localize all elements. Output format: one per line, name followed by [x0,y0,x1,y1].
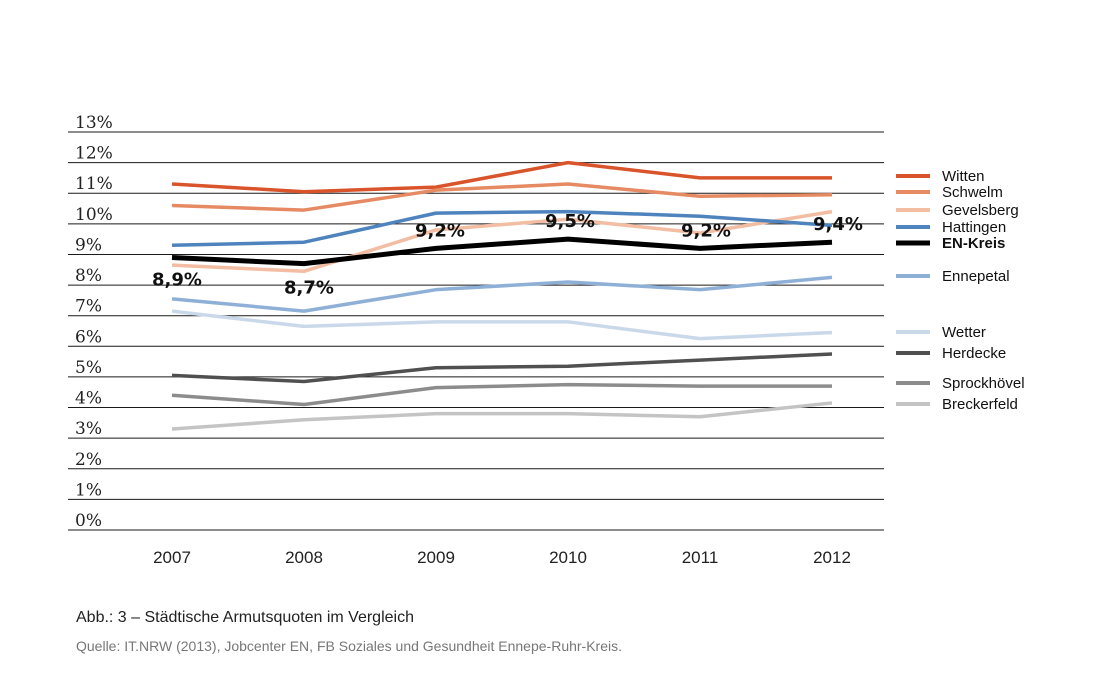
x-tick-label: 2007 [153,548,191,567]
data-label: 9,2% [681,220,731,241]
x-tick-label: 2012 [813,548,851,567]
series-line-breckerfeld [171,401,833,431]
legend-label-breckerfeld: Breckerfeld [942,396,1018,413]
y-tick-label: 3% [75,419,102,439]
series-line-gevelsberg [171,209,833,274]
series-line-wetter [171,309,833,341]
legend-label-ennepetal: Ennepetal [942,268,1010,285]
y-tick-label: 13% [75,113,113,133]
legend-label-hattingen: Hattingen [942,219,1006,236]
gridlines [68,131,884,531]
y-tick-label: 6% [75,327,102,347]
line-chart: 0% 1% 2% 3% 4% 5% 6% 7% 8% 9% 10% 11% 12% 13% 2007 2008… [68,113,1025,567]
series-lines [171,160,833,431]
data-label: 8,9% [152,270,202,291]
y-tick-label: 9% [75,235,102,255]
x-tick-label: 2010 [549,548,587,567]
legend-label-herdecke: Herdecke [942,345,1006,362]
legend-label-sprockh-vel: Sprockhövel [942,375,1025,392]
y-tick-label: 8% [75,266,102,286]
series-line-witten [171,160,832,194]
series-line-ennepetal [171,275,833,313]
legend: WittenSchwelmGevelsbergHattingenEN-Kreis… [896,168,1025,413]
data-label: 9,2% [415,220,465,241]
y-axis-ticks: 0% 1% 2% 3% 4% 5% 6% 7% 8% 9% 10% 11% 12% 13% [75,113,113,531]
y-tick-label: 0% [75,511,102,531]
series-line-hattingen [171,209,833,248]
y-tick-label: 10% [75,205,113,225]
x-axis-ticks: 2007 2008 2009 2010 2011 2012 [153,548,851,567]
y-tick-label: 5% [75,358,102,378]
y-tick-label: 2% [75,450,102,470]
series-line-herdecke [171,352,833,384]
legend-label-gevelsberg: Gevelsberg [942,202,1019,219]
legend-label-en-kreis: EN-Kreis [942,235,1005,252]
figure-source: Quelle: IT.NRW (2013), Jobcenter EN, FB … [76,638,622,654]
series-line-schwelm [171,182,833,212]
x-tick-label: 2008 [285,548,323,567]
series-line-en-kreis [171,236,833,267]
y-tick-label: 4% [75,389,102,409]
data-label: 8,7% [284,278,334,299]
data-label: 9,5% [545,211,595,232]
legend-label-wetter: Wetter [942,324,986,341]
y-tick-label: 12% [75,144,113,164]
series-line-sprockh-vel [171,382,832,407]
data-labels: 8,9% 8,7% 9,2% 9,5% 9,2% 9,4% [152,211,863,298]
x-tick-label: 2011 [682,548,719,567]
y-tick-label: 11% [75,174,113,194]
x-tick-label: 2009 [417,548,455,567]
figure-caption: Abb.: 3 – Städtische Armutsquoten im Ver… [76,609,414,626]
legend-label-schwelm: Schwelm [942,184,1003,201]
data-label: 9,4% [813,214,863,235]
y-tick-label: 1% [75,480,102,500]
y-tick-label: 7% [75,297,102,317]
legend-label-witten: Witten [942,168,985,185]
